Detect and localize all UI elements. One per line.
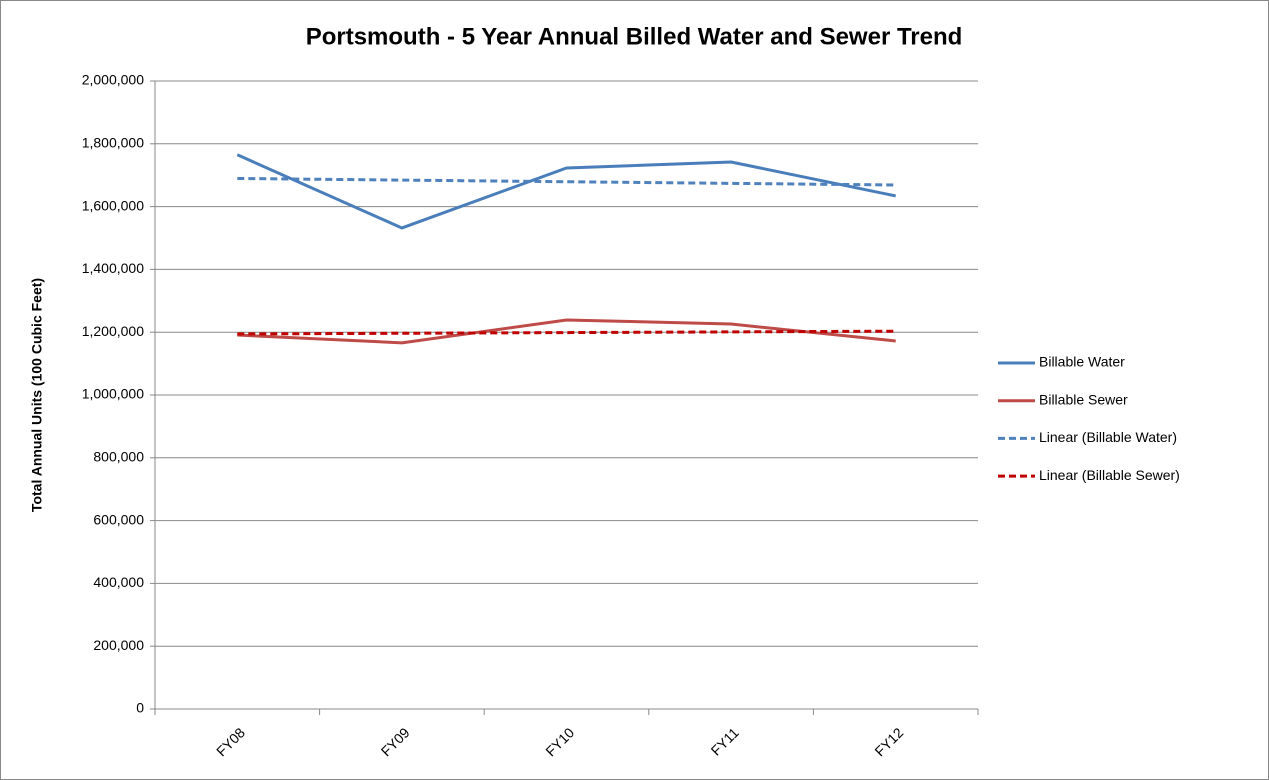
y-tick-label: 800,000 bbox=[93, 449, 144, 465]
legend-label: Billable Water bbox=[1039, 354, 1125, 370]
chart-title: Portsmouth - 5 Year Annual Billed Water … bbox=[306, 23, 963, 50]
y-tick-label: 1,000,000 bbox=[82, 386, 144, 402]
y-tick-label: 1,400,000 bbox=[82, 260, 144, 276]
legend-label: Linear (Billable Water) bbox=[1039, 429, 1177, 445]
y-axis-label: Total Annual Units (100 Cubic Feet) bbox=[29, 278, 45, 512]
series-line bbox=[237, 318, 896, 345]
legend-label: Linear (Billable Sewer) bbox=[1039, 467, 1180, 483]
y-tick-label: 1,600,000 bbox=[82, 197, 144, 213]
y-tick-label: 0 bbox=[136, 700, 144, 716]
y-tick-label: 1,800,000 bbox=[82, 135, 144, 151]
legend-label: Billable Sewer bbox=[1039, 391, 1128, 407]
y-tick-label: 400,000 bbox=[93, 574, 144, 590]
y-tick-label: 2,000,000 bbox=[82, 72, 144, 88]
y-tick-label: 1,200,000 bbox=[82, 323, 144, 339]
y-tick-label: 600,000 bbox=[93, 511, 144, 527]
series-line bbox=[236, 153, 897, 230]
y-tick-label: 200,000 bbox=[93, 637, 144, 653]
